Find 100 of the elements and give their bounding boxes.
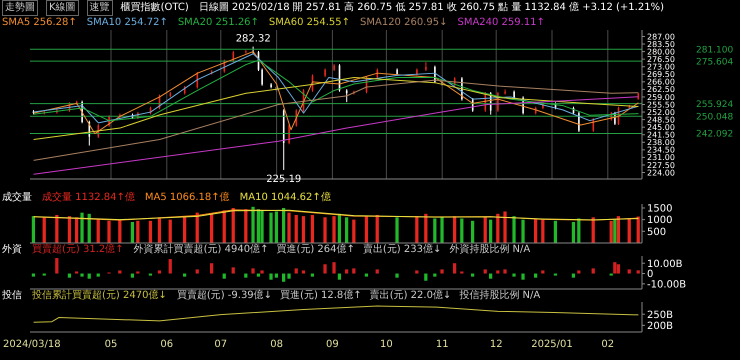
text: SMA5 256.28↑ [2,16,77,30]
bar [484,217,487,243]
chart-title: 櫃買指數(OTC) [120,1,189,15]
bar [534,274,538,278]
bar [88,214,91,243]
bar [130,222,134,243]
bar [424,214,428,243]
text: 速覽 [86,0,113,16]
bar [310,274,314,277]
text: SMA10 254.72↑ [86,16,168,30]
bar [96,274,100,277]
text: SMA120 260.95↓ [360,16,448,30]
text: 買進(元) 12.8億↑ [280,290,362,302]
bar [345,217,348,243]
bar [88,274,91,279]
bar [484,269,487,274]
bar [287,274,291,279]
bar [503,269,507,274]
bar [512,274,516,277]
bar [376,214,379,243]
bar [183,274,186,277]
series-label: 買賣超(元) 31.2億↑ [32,244,124,256]
bar [168,259,172,274]
bar [294,268,298,274]
bar [222,274,226,279]
bar [96,218,100,243]
text: 外資持股比例 N/A [449,244,530,256]
bar [294,214,298,243]
bar [251,268,255,274]
bar [577,218,580,243]
bar [269,212,273,243]
bar [572,222,576,243]
candlestick [346,88,348,103]
bar [613,262,616,274]
bar [471,220,474,243]
x-tick-label: 07 [214,339,228,350]
bar [541,270,544,274]
bar [80,274,84,277]
bar [364,274,368,277]
bar [496,270,500,274]
chart-title: 成交量 [2,192,32,204]
y-tick-label: 1500 [647,204,672,215]
bar [323,217,327,243]
bar [130,274,134,278]
text: K線圖 [46,0,79,16]
x-tick-label: 05 [104,339,118,350]
bar [521,220,525,243]
x-tick-label: 12 [490,339,503,350]
bar [636,216,640,243]
bar [352,220,356,243]
bar [433,218,436,243]
bar [232,267,235,274]
annotation: 282.32 [236,34,271,45]
bar [68,274,72,278]
bar [260,270,264,274]
bar [489,274,492,279]
bar [310,214,314,243]
bar [232,208,235,243]
bar [628,269,631,274]
bar [269,274,273,280]
bar [118,270,122,274]
bar [415,216,418,243]
bar [440,217,444,243]
y-tick-label: 250B [647,310,674,321]
bar [415,270,418,274]
bar [55,258,58,274]
bar [440,269,444,274]
bar [616,264,620,274]
bar [55,214,58,243]
bar [136,220,140,243]
series-label: 成交量 1132.84↑億 [42,192,135,204]
bar [42,217,46,243]
bar [196,212,199,243]
bar [352,268,356,274]
x-tick-label: 02 [601,339,614,350]
bar [613,220,616,243]
bar [471,274,474,277]
bar [302,216,306,243]
x-tick-label: 06 [160,339,174,350]
text: 買進(元) 264億↑ [276,244,355,256]
bar [32,274,36,277]
x-tick-label: 08 [270,339,283,350]
bar [489,220,492,243]
bar [496,214,500,243]
chart-title: 投信 [2,290,22,302]
bar [274,274,278,278]
ref-line-label: 242.092 [696,130,734,140]
bar [332,216,336,243]
text: 賣出(元) 22.0億↓ [370,290,452,302]
text: 走勢圖 [2,0,38,16]
bar [610,220,613,243]
chart-title: 外資 [2,244,22,256]
annotation: 225.19 [266,174,302,186]
x-tick-label: 2024/03/18 [2,339,61,350]
bar [256,274,260,277]
x-tick-label: 10 [380,339,393,350]
ref-line-label: 281.100 [696,45,734,56]
bar [345,269,348,274]
x-tick-label: 09 [326,339,339,350]
bar [244,274,248,278]
